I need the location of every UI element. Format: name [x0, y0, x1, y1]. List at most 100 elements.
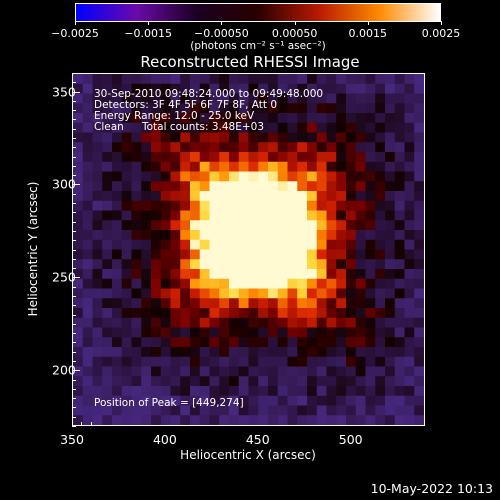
heatmap-cell [82, 230, 94, 241]
heatmap-cell [102, 230, 113, 241]
heatmap-cell [277, 386, 289, 397]
heatmap-cell [121, 259, 133, 270]
heatmap-cell [385, 142, 396, 153]
heatmap-cell [287, 122, 298, 134]
heatmap-cell [112, 386, 123, 397]
heatmap-cell [287, 239, 298, 251]
heatmap-cell [414, 405, 424, 416]
heatmap-cell [151, 161, 162, 173]
heatmap-cell [73, 366, 84, 377]
heatmap-cell [238, 93, 250, 104]
heatmap-cell [375, 395, 386, 407]
heatmap-cell [238, 308, 250, 319]
heatmap-cell [92, 74, 103, 85]
heatmap-cell [355, 181, 367, 192]
heatmap-cell [375, 83, 386, 95]
heatmap-cell [258, 405, 269, 416]
heatmap-cell [414, 317, 424, 329]
heatmap-cell [151, 298, 162, 309]
heatmap-cell [112, 142, 123, 153]
heatmap-cell [199, 376, 211, 387]
heatmap-cell [248, 181, 259, 192]
heatmap-cell [219, 288, 230, 299]
heatmap-cell [404, 152, 415, 163]
heatmap-cell [248, 152, 259, 163]
heatmap-cell [160, 191, 172, 202]
heatmap-cell [394, 113, 406, 124]
heatmap-cell [316, 93, 328, 104]
x-tick-label: 500 [338, 432, 363, 447]
heatmap-cell [316, 317, 328, 329]
heatmap-cell [238, 142, 250, 153]
heatmap-cell [121, 278, 133, 290]
heatmap-cell [73, 210, 84, 221]
heatmap-cell [268, 103, 279, 114]
heatmap-cell [229, 356, 240, 368]
heatmap-cell [326, 386, 337, 397]
heatmap-cell [414, 230, 424, 241]
heatmap-cell [180, 142, 191, 153]
heatmap-cell [229, 230, 240, 241]
heatmap-cell [404, 395, 415, 407]
heatmap-cell [268, 142, 279, 153]
heatmap-cell [414, 181, 424, 192]
heatmap-cell [326, 337, 337, 348]
heatmap-cell [307, 259, 318, 270]
heatmap-cell [180, 239, 191, 251]
heatmap-cell [336, 317, 347, 329]
heatmap-cell [414, 356, 424, 368]
heatmap-cell [307, 327, 318, 338]
heatmap-cell [336, 356, 347, 368]
heatmap-cell [102, 239, 113, 251]
heatmap-cell [355, 317, 367, 329]
heatmap-cell [219, 230, 230, 241]
heatmap-cell [385, 288, 396, 299]
heatmap-cell [199, 366, 211, 377]
heatmap-cell [190, 278, 201, 290]
heatmap-cell [248, 249, 259, 260]
heatmap-cell [297, 249, 308, 260]
heatmap-cell [151, 113, 162, 124]
heatmap-cell [121, 249, 133, 260]
heatmap-cell [219, 93, 230, 104]
heatmap-cell [258, 171, 269, 182]
heatmap-cell [297, 356, 308, 368]
heatmap-cell [346, 161, 357, 173]
heatmap-cell [170, 93, 181, 104]
heatmap-cell [336, 259, 347, 270]
minor-tick-mark [72, 305, 76, 307]
heatmap-cell [375, 210, 386, 221]
heatmap-cell [258, 181, 269, 192]
heatmap-cell [219, 278, 230, 290]
heatmap-cell [209, 317, 220, 329]
heatmap-cell [336, 395, 347, 407]
heatmap-cell [219, 386, 230, 397]
heatmap-cell [248, 356, 259, 368]
heatmap-cell [326, 230, 337, 241]
heatmap-cell [151, 395, 162, 407]
heatmap-cell [414, 366, 424, 377]
heatmap-cell [180, 278, 191, 290]
heatmap-cell [82, 288, 94, 299]
heatmap-cell [73, 122, 84, 134]
heatmap-cell [180, 356, 191, 368]
heatmap-cell [229, 93, 240, 104]
heatmap-cell [131, 113, 142, 124]
heatmap-cell [170, 415, 181, 425]
heatmap-cell [92, 161, 103, 173]
heatmap-cell [160, 356, 172, 368]
heatmap-cell [238, 259, 250, 270]
heatmap-cell [209, 298, 220, 309]
minor-tick-mark [72, 407, 76, 409]
heatmap-cell [131, 317, 142, 329]
heatmap-cell [92, 298, 103, 309]
heatmap-cell [326, 366, 337, 377]
heatmap-cell [131, 161, 142, 173]
heatmap-cell [307, 405, 318, 416]
heatmap-cell [160, 259, 172, 270]
heatmap-cell [414, 191, 424, 202]
heatmap-cell [355, 395, 367, 407]
heatmap-cell [316, 405, 328, 416]
heatmap-cell [131, 366, 142, 377]
heatmap-cell [297, 395, 308, 407]
